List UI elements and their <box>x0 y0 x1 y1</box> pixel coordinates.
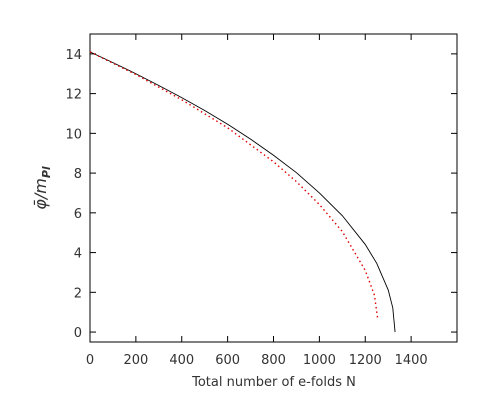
x-tick-label: 400 <box>169 353 194 368</box>
line-series <box>89 51 396 333</box>
x-tick-label: 1400 <box>395 353 428 368</box>
x-axis-label: Total number of e-folds N <box>191 375 356 390</box>
y-tick-label: 10 <box>65 127 82 142</box>
y-tick-label: 2 <box>74 286 82 301</box>
x-tick-label: 600 <box>215 353 240 368</box>
x-tick-label: 800 <box>261 353 286 368</box>
x-tick-label: 1200 <box>349 353 382 368</box>
y-tick-label: 0 <box>74 326 82 341</box>
x-tick-label: 200 <box>123 353 148 368</box>
x-tick-label: 0 <box>86 353 94 368</box>
y-tick-label: 8 <box>74 167 82 182</box>
y-axis-label: φ̄/mPl <box>31 166 53 210</box>
x-tick-label: 1000 <box>303 353 336 368</box>
y-tick-label: 6 <box>74 207 82 222</box>
y-tick-label: 12 <box>65 88 82 103</box>
plot-frame <box>89 33 458 343</box>
y-axis-label-main: φ̄/m <box>31 178 50 210</box>
y-axis-label-sub: Pl <box>40 166 53 178</box>
y-tick-label: 4 <box>74 247 82 262</box>
line-series <box>89 51 379 321</box>
y-tick-label: 14 <box>65 48 82 63</box>
